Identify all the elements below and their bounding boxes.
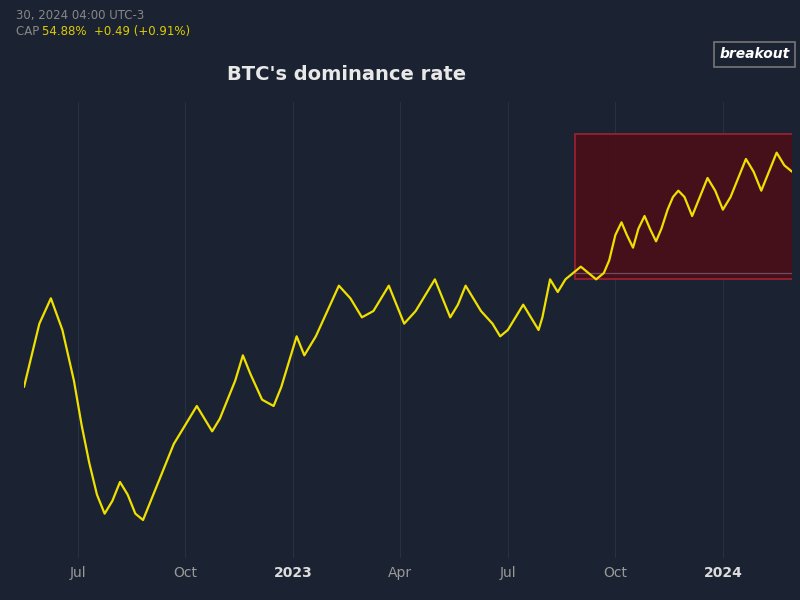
Text: 54.88%  +0.49 (+0.91%): 54.88% +0.49 (+0.91%) bbox=[42, 25, 190, 38]
Bar bbox=[575, 134, 796, 280]
Text: CAP: CAP bbox=[16, 25, 43, 38]
Text: breakout: breakout bbox=[719, 47, 790, 61]
Text: 30, 2024 04:00 UTC-3: 30, 2024 04:00 UTC-3 bbox=[16, 9, 144, 22]
Text: BTC's dominance rate: BTC's dominance rate bbox=[227, 65, 466, 84]
